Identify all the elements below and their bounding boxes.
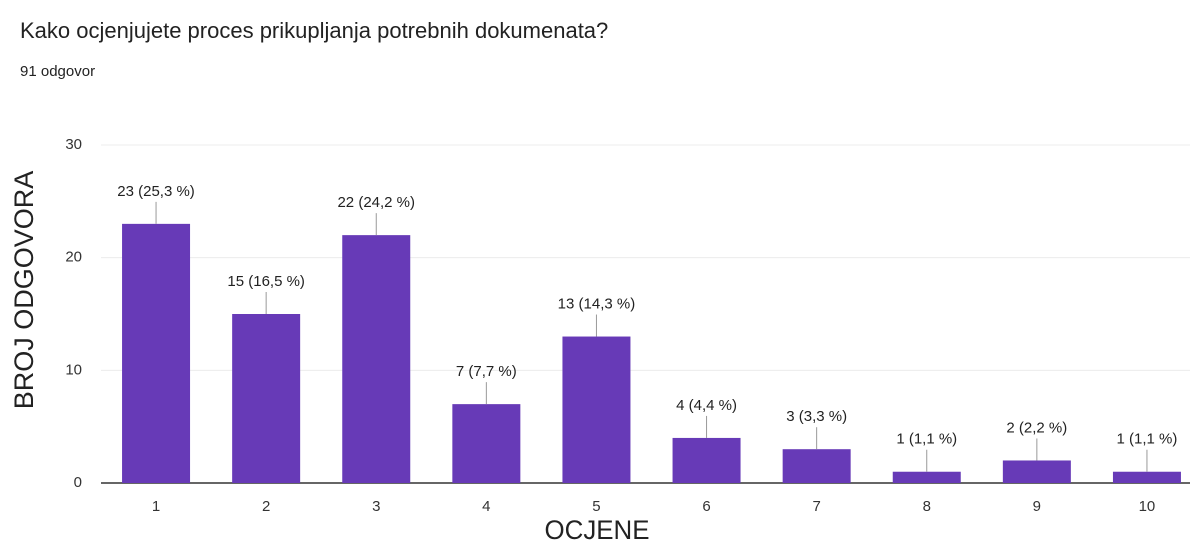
bar xyxy=(672,437,741,483)
x-tick-label: 1 xyxy=(152,498,160,515)
x-tick-label: 10 xyxy=(1139,498,1156,515)
bar xyxy=(122,223,191,483)
y-tick-label: 30 xyxy=(65,136,82,153)
x-tick-label: 5 xyxy=(592,498,600,515)
x-axis-label: OCJENE xyxy=(545,515,650,545)
y-tick-label: 0 xyxy=(74,474,82,491)
x-tick-label: 3 xyxy=(372,498,380,515)
y-axis-label: BROJ ODGOVORA xyxy=(9,171,39,410)
bar xyxy=(342,235,411,483)
data-label: 3 (3,3 %) xyxy=(786,408,847,425)
x-tick-label: 2 xyxy=(262,498,270,515)
x-tick-label: 7 xyxy=(812,498,820,515)
data-label: 22 (24,2 %) xyxy=(337,194,415,211)
y-tick-label: 10 xyxy=(65,361,82,378)
data-label: 13 (14,3 %) xyxy=(558,296,636,313)
x-tick-label: 8 xyxy=(923,498,931,515)
data-label: 4 (4,4 %) xyxy=(676,397,737,414)
bar xyxy=(782,449,851,483)
bar xyxy=(232,314,301,483)
data-label: 7 (7,7 %) xyxy=(456,363,517,380)
data-label: 2 (2,2 %) xyxy=(1006,419,1067,436)
x-tick-label: 6 xyxy=(702,498,710,515)
bar xyxy=(452,404,521,483)
data-label: 15 (16,5 %) xyxy=(227,273,305,290)
data-label: 23 (25,3 %) xyxy=(117,183,195,200)
y-tick-label: 20 xyxy=(65,249,82,266)
bar xyxy=(562,336,631,483)
chart-subtitle: 91 odgovor xyxy=(20,63,95,80)
x-tick-label: 4 xyxy=(482,498,490,515)
bar xyxy=(892,471,961,483)
bar xyxy=(1112,471,1181,483)
bar xyxy=(1002,460,1071,483)
chart-title: Kako ocjenjujete proces prikupljanja pot… xyxy=(20,18,608,43)
data-label: 1 (1,1 %) xyxy=(1117,431,1178,448)
x-tick-label: 9 xyxy=(1033,498,1041,515)
data-label: 1 (1,1 %) xyxy=(896,431,957,448)
